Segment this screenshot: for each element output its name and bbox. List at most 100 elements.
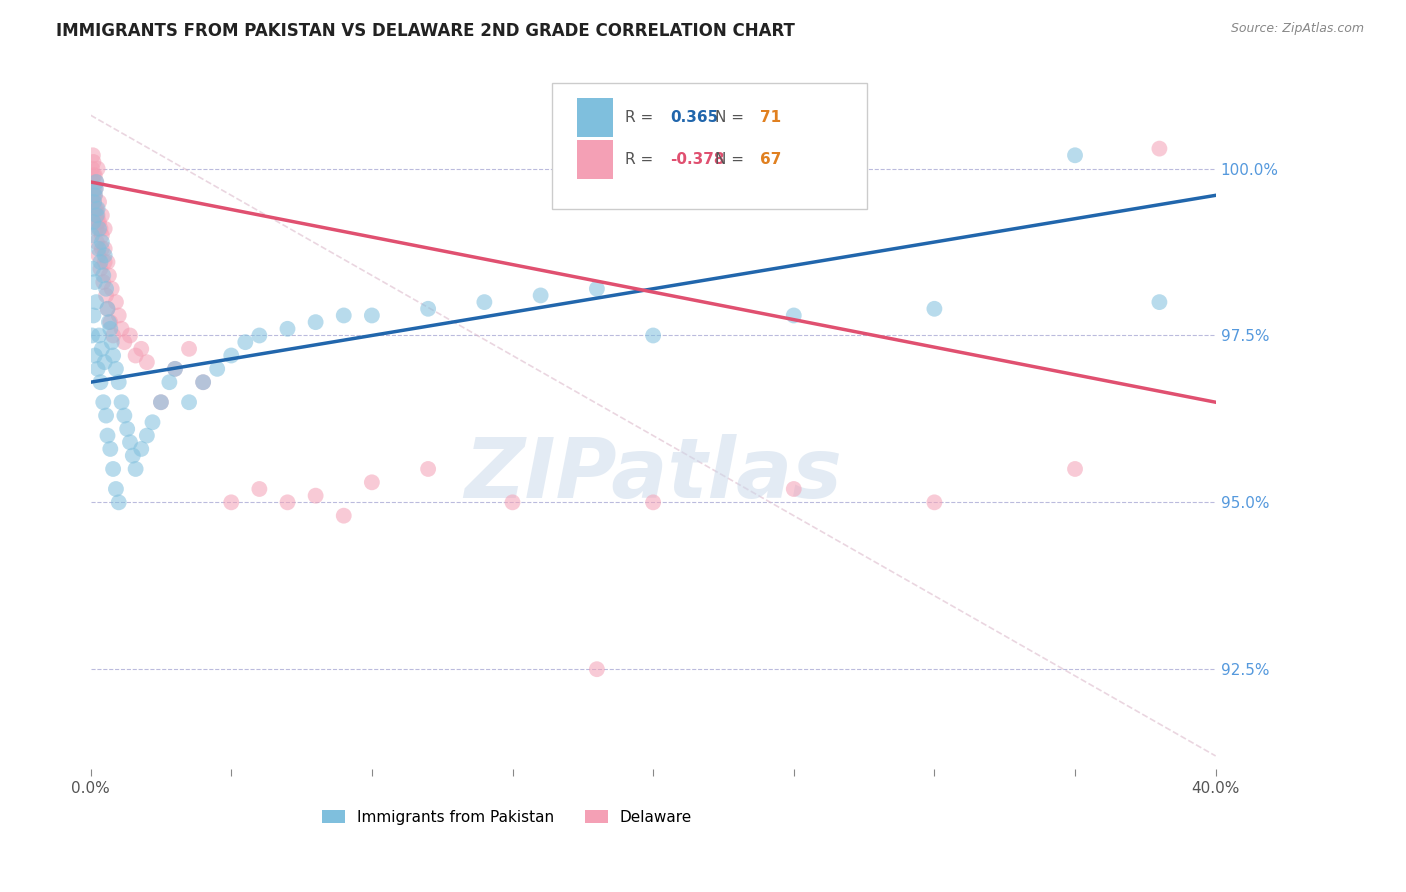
Point (94, 409, 117, 423)
Point (101, 349, 124, 363)
Point (163, 362, 186, 376)
Point (98, 315, 121, 329)
Point (783, 482, 806, 496)
Point (96, 301, 118, 316)
Point (93, 242, 115, 256)
Point (90, 242, 112, 256)
Point (83, 181, 105, 195)
Point (91, 275, 114, 289)
Point (98, 442, 121, 456)
Point (87, 215, 110, 229)
Point (84, 295, 107, 310)
Point (86, 202, 108, 216)
Point (84, 221, 107, 235)
Text: N =: N = (716, 110, 749, 125)
Point (101, 328, 124, 343)
Point (586, 282, 609, 296)
Point (89, 261, 111, 276)
Point (157, 375, 180, 389)
Point (89, 221, 111, 235)
Point (86, 161, 108, 176)
Point (110, 322, 132, 336)
Point (93, 248, 115, 262)
Point (87, 328, 110, 343)
Point (502, 495, 524, 509)
Point (1149, 142, 1171, 156)
Point (191, 375, 214, 389)
Point (82, 188, 104, 202)
Point (124, 462, 146, 476)
Text: IMMIGRANTS FROM PAKISTAN VS DELAWARE 2ND GRADE CORRELATION CHART: IMMIGRANTS FROM PAKISTAN VS DELAWARE 2ND… (56, 22, 796, 40)
Point (90, 208, 112, 222)
Point (82, 175, 104, 189)
Text: Source: ZipAtlas.com: Source: ZipAtlas.com (1230, 22, 1364, 36)
Point (124, 349, 146, 363)
Point (84, 175, 107, 189)
Point (304, 315, 326, 329)
Point (89, 255, 111, 269)
Point (924, 495, 946, 509)
Point (87, 194, 110, 209)
Text: R =: R = (626, 153, 658, 167)
Point (247, 328, 270, 343)
Point (94, 282, 117, 296)
Point (80, 228, 103, 243)
Point (643, 495, 665, 509)
Point (118, 328, 141, 343)
Point (1064, 148, 1087, 162)
Bar (576, 140, 613, 179)
Point (82, 169, 104, 183)
Point (86, 215, 108, 229)
Point (276, 322, 298, 336)
Point (1149, 295, 1171, 310)
Point (96, 255, 118, 269)
Point (86, 208, 108, 222)
Point (104, 482, 127, 496)
Point (91, 395, 114, 409)
Point (418, 301, 440, 316)
Point (83, 275, 105, 289)
Point (90, 235, 112, 249)
Point (83, 188, 105, 202)
Point (93, 255, 115, 269)
Point (83, 188, 105, 202)
Point (247, 482, 270, 496)
Point (118, 435, 141, 450)
Text: 0.365: 0.365 (671, 110, 718, 125)
Point (418, 462, 440, 476)
Point (86, 235, 108, 249)
Point (84, 175, 107, 189)
Point (163, 362, 186, 376)
Point (112, 409, 135, 423)
Point (82, 155, 104, 169)
Point (96, 428, 118, 442)
Point (104, 362, 127, 376)
Text: -0.378: -0.378 (671, 153, 724, 167)
Point (83, 169, 105, 183)
Point (530, 288, 553, 302)
Point (177, 395, 200, 409)
Point (121, 449, 143, 463)
Point (110, 395, 132, 409)
Point (332, 309, 354, 323)
Point (80, 328, 103, 343)
Point (135, 428, 157, 442)
Point (89, 375, 111, 389)
FancyBboxPatch shape (553, 83, 868, 209)
Text: R =: R = (626, 110, 658, 125)
Point (93, 355, 115, 369)
Point (97, 268, 120, 283)
Point (107, 309, 129, 323)
Point (91, 268, 114, 283)
Point (80, 161, 103, 176)
Point (783, 309, 806, 323)
Point (276, 495, 298, 509)
Point (82, 309, 104, 323)
Point (149, 395, 172, 409)
Point (83, 194, 105, 209)
Point (129, 442, 152, 456)
Point (82, 148, 104, 162)
Point (219, 495, 242, 509)
Point (100, 282, 122, 296)
Point (82, 215, 104, 229)
